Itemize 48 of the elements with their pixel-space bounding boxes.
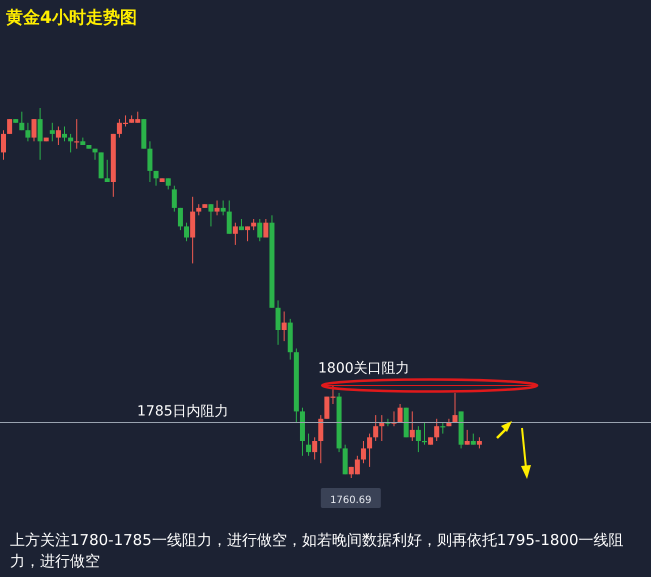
candlestick — [172, 185, 177, 212]
annotation: 1760.69 — [330, 495, 372, 506]
candlestick — [226, 200, 232, 234]
candlestick — [92, 148, 98, 160]
candlestick — [306, 433, 312, 456]
candlestick — [360, 440, 366, 464]
candlestick — [178, 207, 183, 231]
candlestick — [232, 222, 238, 246]
ref-line-label: 1800关口阻力 — [318, 360, 410, 376]
candlestick — [434, 418, 440, 442]
candlestick — [312, 436, 318, 460]
candlestick — [104, 159, 110, 182]
candlestick — [452, 392, 458, 423]
candlestick — [56, 126, 61, 146]
candlestick — [147, 140, 152, 182]
candlestick — [476, 436, 482, 449]
candlestick — [440, 422, 446, 434]
candlestick — [464, 429, 470, 446]
candlestick — [251, 218, 256, 231]
candlestick — [257, 218, 262, 242]
candlestick — [19, 111, 24, 131]
candlestick — [184, 222, 190, 242]
candlestick — [25, 122, 30, 142]
candlestick — [208, 204, 214, 227]
candlestick — [416, 426, 421, 453]
candlestick — [398, 404, 403, 423]
candlestick — [263, 218, 268, 238]
candlestick — [154, 170, 159, 186]
candlestick — [68, 133, 74, 153]
candlestick — [410, 410, 415, 442]
candlestick — [196, 204, 202, 216]
candlestick — [1, 130, 6, 160]
candlestick — [32, 118, 37, 142]
candlestick — [214, 200, 220, 216]
text: 上方关注1780-1785一线阻力，进行做空，如若晚间数据利好，则再依托1795-1800一线阻力，进行做空 — [10, 530, 625, 572]
candlestick — [282, 311, 287, 342]
candlestick — [7, 118, 12, 134]
ref-line-label: 1785日内阻力 — [137, 404, 229, 420]
candlestick — [38, 108, 43, 160]
candlestick — [62, 126, 68, 142]
chart-title: 黄金4小时走势图 — [6, 7, 137, 29]
candlestick — [367, 433, 372, 468]
candlestick — [50, 122, 55, 142]
candlestick — [245, 226, 250, 242]
candlestick — [220, 200, 226, 216]
candlestick — [276, 300, 281, 346]
candlestick — [318, 414, 324, 464]
candlestick — [373, 414, 378, 442]
